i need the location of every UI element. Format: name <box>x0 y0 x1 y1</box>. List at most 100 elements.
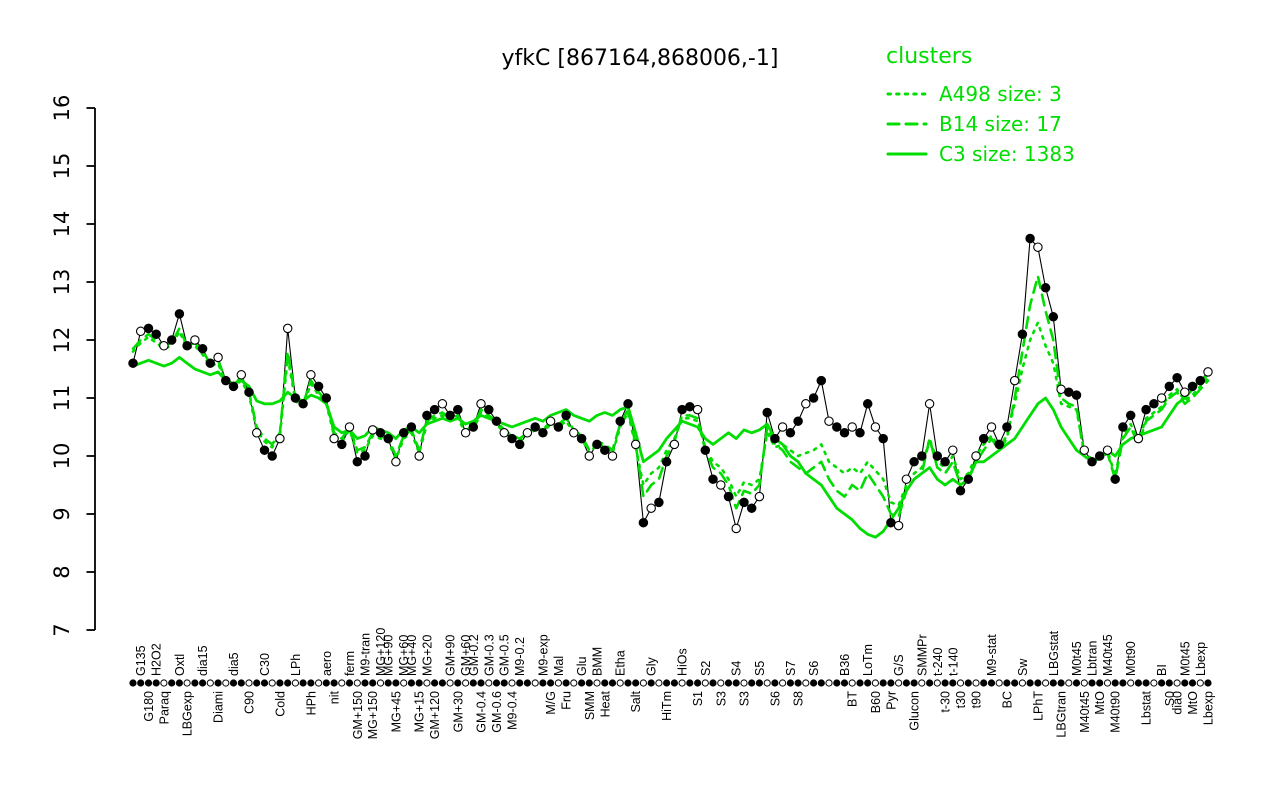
condition-marker <box>376 679 385 687</box>
x-label: H2O2 <box>150 643 164 676</box>
condition-marker <box>299 679 307 687</box>
data-point <box>777 422 788 432</box>
condition-marker <box>949 679 957 687</box>
condition-marker <box>152 679 160 687</box>
legend-label-b14: B14 size: 17 <box>939 112 1062 136</box>
data-point <box>244 387 254 397</box>
data-point <box>1125 410 1136 421</box>
condition-marker <box>554 679 563 687</box>
data-point <box>251 428 262 438</box>
condition-marker <box>655 679 663 687</box>
data-point <box>545 416 556 426</box>
data-point <box>344 422 355 432</box>
condition-marker <box>995 679 1003 687</box>
condition-marker <box>833 679 841 687</box>
x-label: GM-0.4 <box>475 691 489 733</box>
data-point <box>1002 422 1012 432</box>
data-point <box>692 404 703 415</box>
data-point <box>460 428 471 438</box>
data-point <box>1056 384 1066 395</box>
x-label: M9-0.4 <box>505 691 519 730</box>
condition-marker <box>694 679 702 687</box>
data-point <box>514 439 525 450</box>
x-label: MtO <box>1093 691 1107 715</box>
y-tick-label: 7 <box>50 623 74 636</box>
data-point <box>623 399 633 409</box>
x-label: dia0 <box>1171 691 1185 715</box>
condition-marker <box>245 679 253 687</box>
x-label: GM+120 <box>428 691 442 739</box>
condition-marker <box>353 679 361 687</box>
data-point <box>228 381 239 392</box>
x-label: MtO <box>1186 691 1200 715</box>
data-point <box>406 422 417 432</box>
condition-marker <box>500 679 508 687</box>
condition-marker <box>941 679 949 687</box>
data-point <box>924 399 935 409</box>
x-label: C90 <box>243 691 257 714</box>
x-label: Lbstat <box>1140 690 1154 725</box>
condition-marker <box>593 679 601 687</box>
data-point <box>986 422 997 432</box>
condition-marker <box>384 679 392 687</box>
condition-marker <box>755 679 764 687</box>
data-point <box>661 457 672 467</box>
x-label: dia15 <box>196 645 210 676</box>
condition-marker <box>268 679 276 687</box>
legend: clusters A498 size: 3 B14 size: 17 C3 si… <box>886 44 1075 169</box>
data-point <box>971 451 981 461</box>
data-point <box>174 309 185 319</box>
condition-marker <box>1072 679 1081 687</box>
x-label: M0t45 <box>1070 641 1084 676</box>
x-label: aero <box>320 651 334 676</box>
data-point <box>282 323 293 334</box>
x-label: Sw <box>1016 658 1030 676</box>
x-label: MG+120 <box>374 628 388 676</box>
condition-marker <box>802 679 810 687</box>
y-tick-label: 10 <box>50 443 74 470</box>
condition-marker <box>1181 679 1189 687</box>
condition-marker <box>1042 679 1050 687</box>
x-label: LBGexp <box>181 691 195 736</box>
condition-marker <box>771 679 779 687</box>
x-label: t-30 <box>939 691 953 713</box>
x-label: Lbexp <box>1194 642 1208 676</box>
data-point <box>213 352 223 363</box>
condition-marker <box>972 679 980 687</box>
data-point <box>785 428 796 438</box>
condition-marker <box>848 679 856 687</box>
condition-marker <box>1196 679 1204 687</box>
x-label: Fru <box>560 691 574 710</box>
x-label: t30 <box>954 691 968 708</box>
data-point <box>1156 393 1167 403</box>
x-label: t90 <box>969 691 983 708</box>
data-point <box>932 451 943 461</box>
data-point <box>646 503 656 513</box>
data-point <box>337 439 347 450</box>
legend-title: clusters <box>886 44 973 69</box>
condition-marker <box>1026 679 1034 687</box>
condition-marker <box>825 679 833 687</box>
data-point <box>290 393 301 403</box>
data-point <box>375 428 386 438</box>
data-point <box>700 445 711 455</box>
condition-marker <box>663 679 671 687</box>
x-label: Gly <box>645 657 659 677</box>
x-label: Cold <box>273 691 287 717</box>
condition-marker <box>562 679 570 687</box>
data-point <box>205 358 216 368</box>
data-point <box>816 375 827 386</box>
y-tick-label: 12 <box>50 327 74 354</box>
condition-marker <box>856 679 864 687</box>
x-label: Paraq <box>157 691 171 724</box>
x-label: LPh <box>289 654 303 676</box>
data-point <box>561 410 571 421</box>
condition-marker <box>616 679 624 687</box>
condition-marker <box>438 679 446 687</box>
data-point <box>893 520 904 531</box>
data-point <box>855 428 865 438</box>
condition-marker <box>284 679 292 687</box>
x-label: GM-0.3 <box>482 634 496 676</box>
x-label: MG+45 <box>389 691 403 732</box>
